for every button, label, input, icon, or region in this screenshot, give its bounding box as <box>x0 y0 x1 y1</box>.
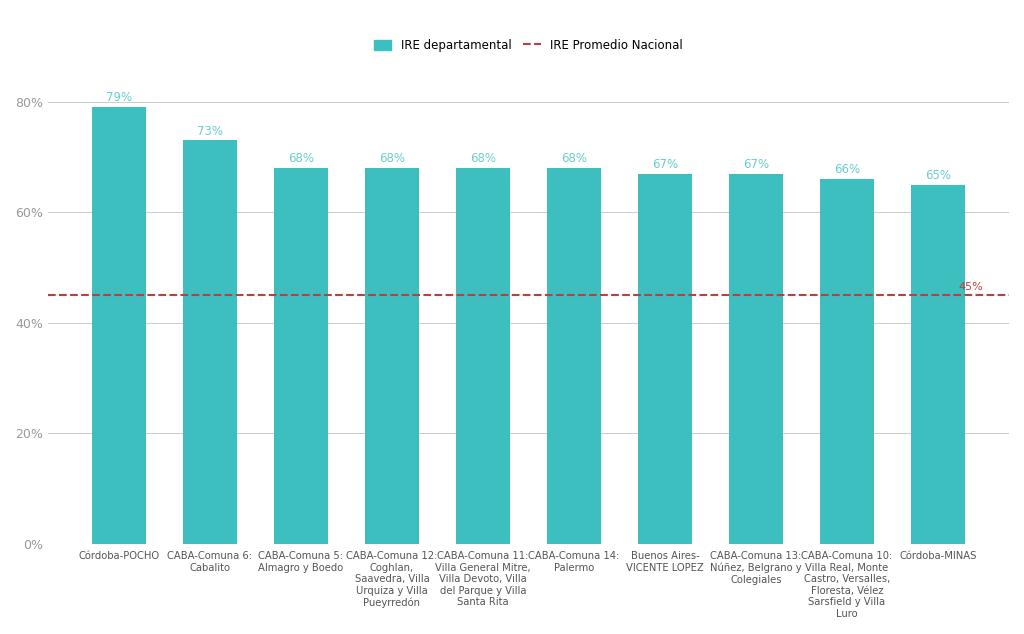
Text: 65%: 65% <box>925 169 951 182</box>
Text: 45%: 45% <box>958 282 983 292</box>
Bar <box>638 174 692 544</box>
Text: 68%: 68% <box>470 152 496 165</box>
Text: 68%: 68% <box>379 152 404 165</box>
Bar <box>91 107 146 544</box>
Text: 68%: 68% <box>561 152 587 165</box>
Text: 67%: 67% <box>652 158 678 171</box>
Bar <box>182 140 238 544</box>
Bar <box>910 184 966 544</box>
Bar <box>456 168 510 544</box>
Bar <box>547 168 601 544</box>
Text: 67%: 67% <box>742 158 769 171</box>
Text: 66%: 66% <box>834 164 860 176</box>
Text: 79%: 79% <box>105 91 132 105</box>
Legend: IRE departamental, IRE Promedio Nacional: IRE departamental, IRE Promedio Nacional <box>369 34 688 56</box>
Text: 73%: 73% <box>197 125 223 138</box>
Bar <box>819 179 874 544</box>
Bar <box>729 174 783 544</box>
Text: 68%: 68% <box>288 152 314 165</box>
Bar <box>365 168 419 544</box>
Bar <box>273 168 329 544</box>
